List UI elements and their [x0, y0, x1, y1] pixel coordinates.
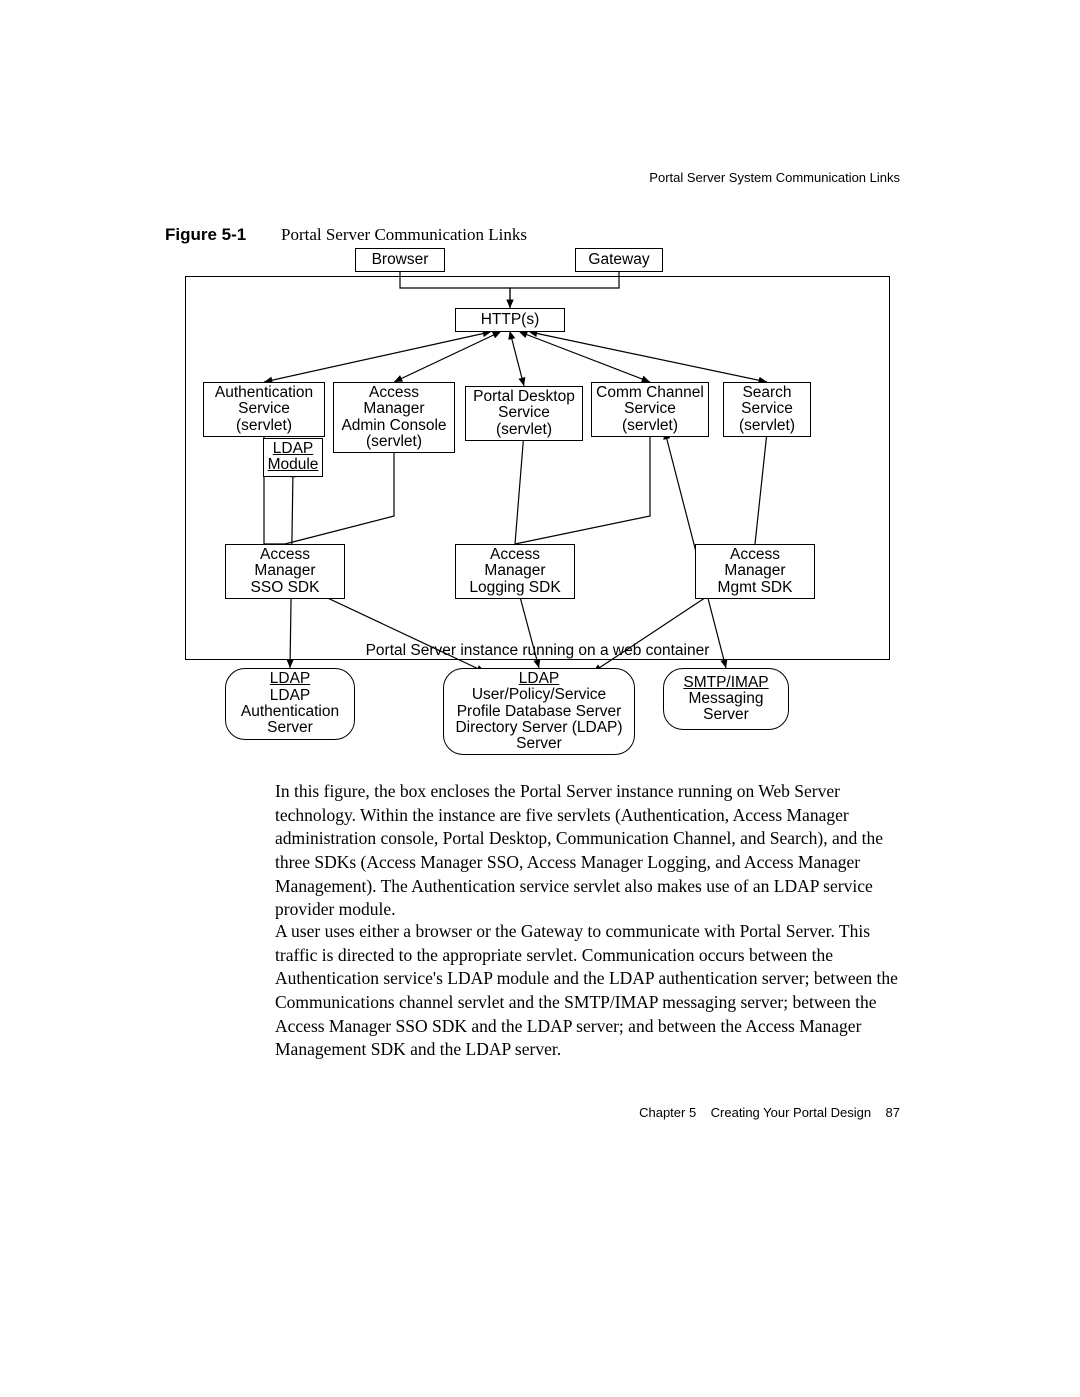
node-auth: AuthenticationService(servlet) — [203, 382, 325, 437]
node-sso: Access ManagerSSO SDK — [225, 544, 345, 599]
node-ldapmod: LDAPModule — [263, 438, 323, 477]
node-gateway: Gateway — [575, 248, 663, 272]
node-msg: SMTP/IMAPMessagingServer — [663, 668, 789, 730]
footer-section: Creating Your Portal Design — [711, 1105, 871, 1120]
paragraph-1: In this figure, the box encloses the Por… — [275, 780, 900, 922]
footer-page: 87 — [886, 1105, 900, 1120]
running-header: Portal Server System Communication Links — [649, 170, 900, 185]
node-ldapdb: LDAPUser/Policy/ServiceProfile Database … — [443, 668, 635, 755]
node-https: HTTP(s) — [455, 308, 565, 332]
node-admin: Access ManagerAdmin Console(servlet) — [333, 382, 455, 453]
figure-title: Portal Server Communication Links — [281, 225, 527, 244]
node-ldapauth: LDAPLDAPAuthenticationServer — [225, 668, 355, 740]
figure-diagram: Portal Server instance running on a web … — [165, 248, 910, 748]
node-logging: Access ManagerLogging SDK — [455, 544, 575, 599]
page-footer: Chapter 5 Creating Your Portal Design 87 — [639, 1105, 900, 1120]
figure-label: Figure 5-1 — [165, 225, 246, 244]
node-search: SearchService(servlet) — [723, 382, 811, 437]
container-label: Portal Server instance running on a web … — [185, 642, 890, 660]
node-browser: Browser — [355, 248, 445, 272]
footer-chapter: Chapter 5 — [639, 1105, 696, 1120]
node-mgmt: Access ManagerMgmt SDK — [695, 544, 815, 599]
figure-caption: Figure 5-1 Portal Server Communication L… — [165, 225, 527, 245]
node-desktop: Portal DesktopService(servlet) — [465, 386, 583, 441]
node-comm: Comm ChannelService(servlet) — [591, 382, 709, 437]
paragraph-2: A user uses either a browser or the Gate… — [275, 920, 900, 1062]
